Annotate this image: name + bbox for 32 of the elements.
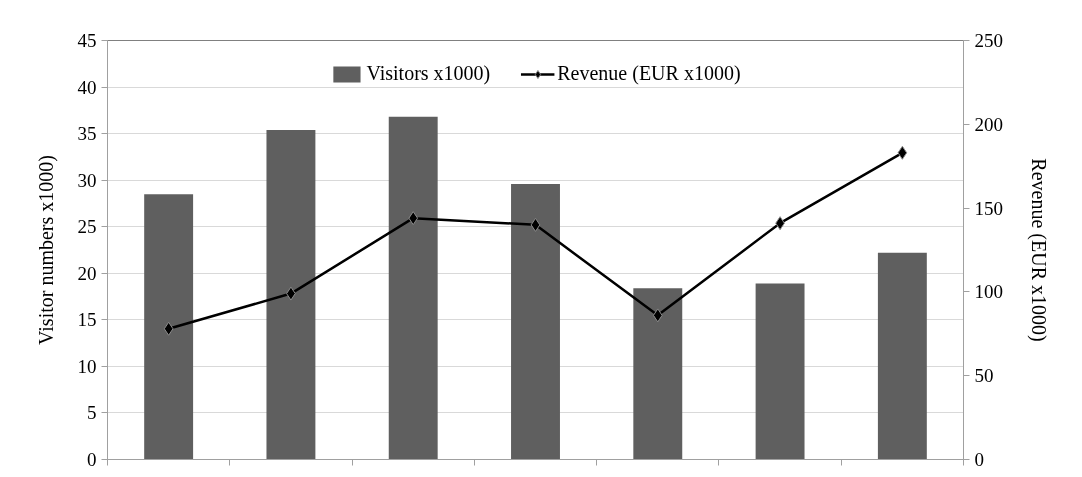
y2-tick-label: 100 [974, 281, 1003, 303]
y-tick-label: 15 [77, 309, 97, 331]
y2-tick-label: 200 [974, 113, 1003, 135]
bar [388, 116, 438, 460]
point [897, 145, 908, 160]
y2-tick-label: 0 [974, 449, 984, 470]
point [408, 211, 419, 226]
point [652, 308, 663, 323]
y2-tick-label: 250 [974, 30, 1003, 51]
y-tick-label: 5 [87, 402, 97, 424]
y2-tick-label: 50 [974, 365, 994, 387]
y-tick-label: 35 [77, 123, 97, 145]
y-tick-label: 25 [77, 216, 97, 238]
y-tick-label: 45 [77, 30, 97, 51]
y-tick-label: 20 [77, 262, 97, 284]
y2-axis-title: Revenue (EUR x1000) [1027, 158, 1050, 342]
y-tick-label: 30 [77, 169, 97, 191]
bar [755, 283, 805, 460]
legend-label: Visitors x1000) [366, 62, 491, 85]
bar [144, 194, 194, 460]
bar [633, 288, 683, 460]
point [163, 321, 174, 336]
y-axis-title: Visitor numbers x1000) [34, 155, 58, 345]
bar [511, 183, 560, 460]
bar [877, 252, 927, 460]
y-tick-label: 10 [77, 355, 97, 377]
bar [266, 129, 316, 460]
y2-tick-label: 150 [974, 197, 1003, 219]
y-tick-label: 40 [77, 76, 97, 98]
legend-label: Revenue (EUR x1000) [557, 62, 741, 85]
y-tick-label: 0 [87, 449, 97, 470]
point [530, 217, 541, 232]
